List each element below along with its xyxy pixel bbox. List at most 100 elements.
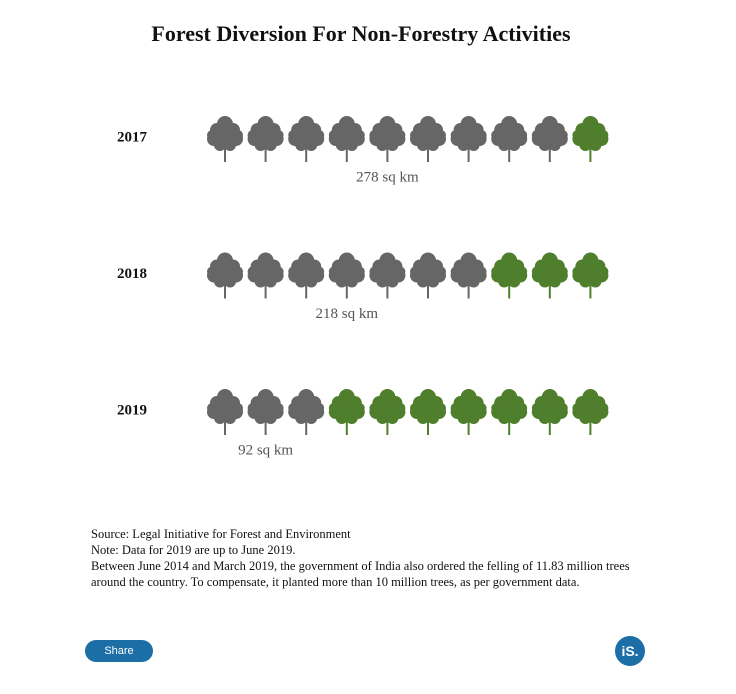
foliage	[335, 412, 348, 424]
tree	[531, 389, 568, 435]
foliage	[273, 403, 284, 413]
foliage	[314, 403, 325, 413]
foliage	[548, 139, 561, 151]
foliage	[517, 130, 528, 140]
tree	[247, 116, 284, 162]
tree	[207, 389, 243, 435]
share-button[interactable]: Share	[85, 640, 153, 662]
foliage	[491, 266, 502, 277]
foliage	[420, 400, 436, 416]
foliage	[579, 412, 592, 424]
foliage	[233, 403, 243, 413]
foliage	[598, 130, 609, 140]
foliage	[369, 403, 380, 413]
foliage	[247, 130, 258, 140]
foliage	[295, 412, 308, 424]
foliage	[354, 266, 365, 277]
foliage	[476, 130, 487, 140]
foliage	[598, 403, 609, 413]
foliage	[457, 275, 470, 288]
foliage	[582, 400, 599, 416]
foliage	[288, 266, 299, 277]
foliage	[498, 412, 511, 424]
foliage	[467, 412, 480, 424]
foliage	[410, 403, 420, 413]
tree	[369, 252, 406, 299]
foliage	[217, 263, 233, 280]
foliage	[531, 266, 542, 277]
tree	[369, 389, 406, 435]
tree	[572, 116, 609, 162]
tree	[328, 389, 365, 435]
foliage	[538, 412, 551, 424]
foliage	[572, 130, 583, 140]
foliage	[328, 403, 339, 413]
foliage	[417, 139, 429, 151]
foliage	[207, 266, 217, 277]
tree	[328, 116, 365, 162]
tree	[410, 389, 446, 435]
foliage	[376, 275, 389, 288]
foliage	[508, 139, 521, 151]
tree	[491, 252, 528, 299]
foliage	[376, 139, 389, 151]
foliage	[450, 130, 461, 140]
foliage	[476, 266, 487, 277]
foliage	[589, 139, 602, 151]
tree	[491, 389, 528, 435]
note: Source: Legal Initiative for Forest and …	[91, 527, 351, 541]
foliage	[335, 139, 348, 151]
foliage	[264, 139, 277, 151]
foliage	[295, 275, 308, 288]
notes: Source: Legal Initiative for Forest and …	[91, 526, 636, 590]
tree	[247, 252, 284, 299]
foliage	[338, 400, 355, 416]
foliage	[501, 127, 518, 143]
tree	[531, 252, 568, 299]
foliage	[436, 266, 446, 277]
foliage	[328, 130, 339, 140]
foliage	[295, 139, 308, 151]
logo[interactable]: iS.	[615, 636, 645, 666]
tree	[450, 389, 487, 435]
foliage	[354, 130, 365, 140]
tree	[491, 116, 528, 162]
foliage	[386, 139, 399, 151]
category-label: 2017	[117, 129, 148, 145]
foliage	[264, 275, 277, 288]
foliage	[395, 403, 406, 413]
foliage	[254, 139, 267, 151]
foliage	[369, 130, 380, 140]
foliage	[457, 139, 470, 151]
foliage	[598, 266, 609, 277]
foliage	[417, 412, 429, 424]
tree	[288, 389, 325, 435]
foliage	[410, 130, 420, 140]
foliage	[557, 266, 568, 277]
foliage	[305, 412, 318, 424]
tree	[410, 116, 446, 162]
foliage	[420, 263, 436, 280]
foliage	[467, 139, 480, 151]
foliage	[450, 266, 461, 277]
foliage	[345, 412, 358, 424]
foliage	[257, 127, 274, 143]
foliage	[254, 412, 267, 424]
foliage	[476, 403, 487, 413]
foliage	[582, 127, 599, 143]
foliage	[541, 263, 558, 280]
foliage	[369, 266, 380, 277]
foliage	[498, 275, 511, 288]
foliage	[548, 412, 561, 424]
foliage	[460, 127, 477, 143]
value-label: 218 sq km	[316, 306, 379, 322]
tree	[369, 116, 406, 162]
foliage	[273, 266, 284, 277]
note: Note: Data for 2019 are up to June 2019.	[91, 543, 296, 557]
foliage	[395, 130, 406, 140]
foliage	[579, 275, 592, 288]
foliage	[531, 403, 542, 413]
foliage	[338, 127, 355, 143]
foliage	[338, 263, 355, 280]
